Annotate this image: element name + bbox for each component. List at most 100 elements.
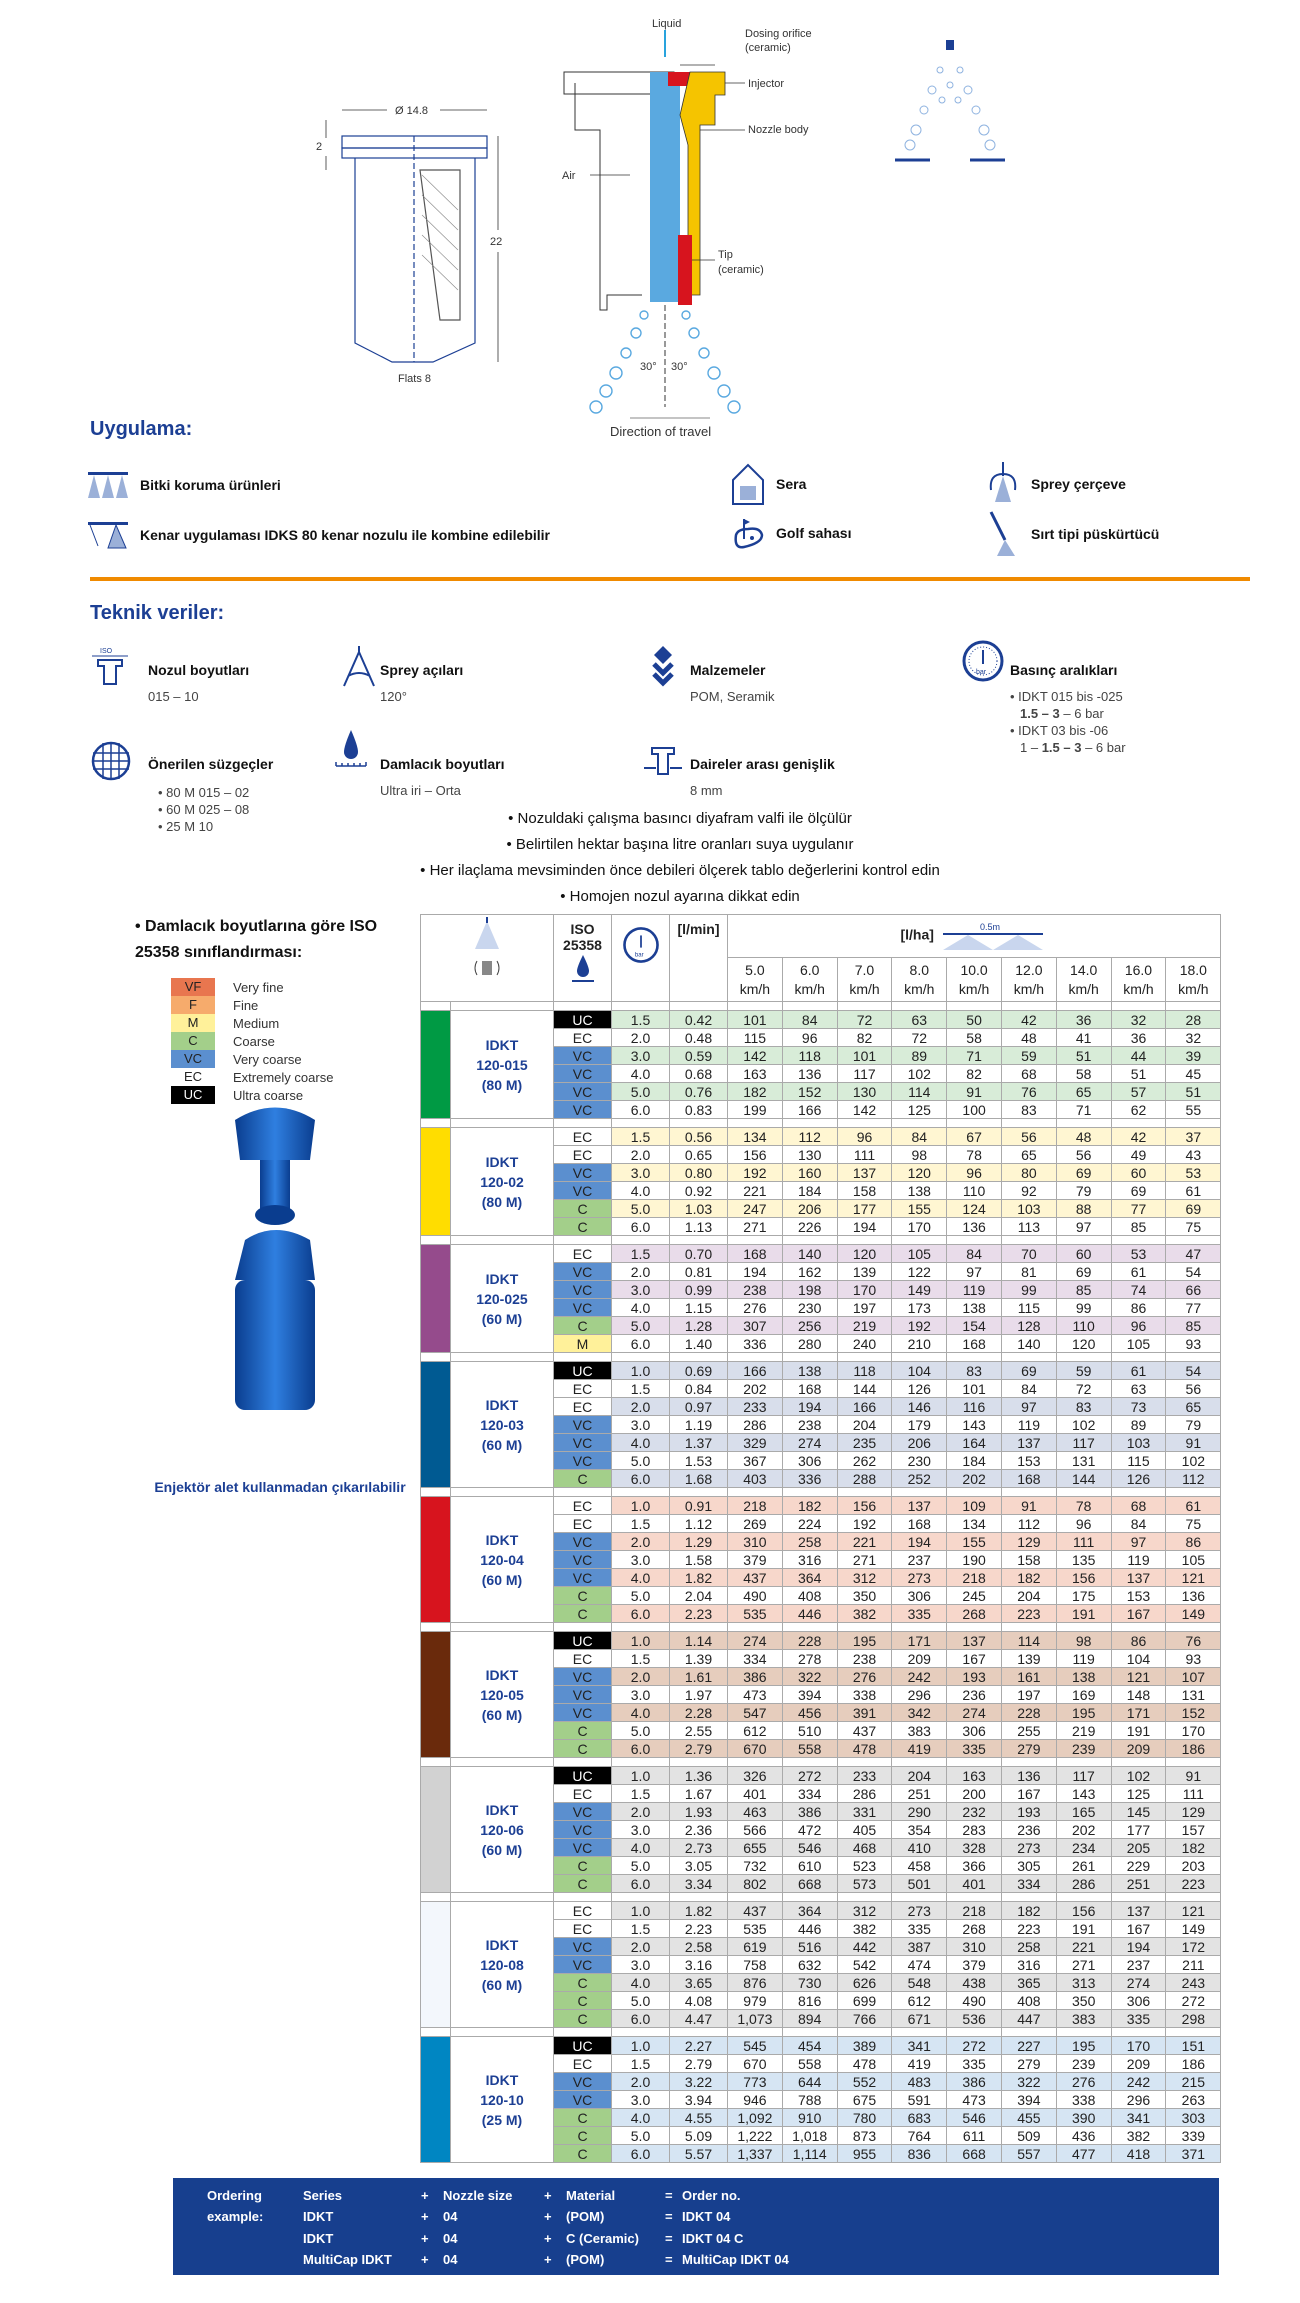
iso-class-cell: C: [553, 1721, 612, 1740]
speed-unit: km/h: [1013, 980, 1045, 997]
spec-value: Ultra iri – Orta: [380, 783, 461, 798]
spacer-cell: [946, 2027, 1002, 2037]
rate-lha-cell: 668: [946, 2144, 1002, 2163]
table-row: VC 4.0 1.82 437 364 312 273 218 182 156 137 121: [421, 1568, 1222, 1587]
legend-item: UC Ultra coarse: [171, 1086, 415, 1104]
rate-lha-cell: 192: [727, 1163, 783, 1182]
ordering-cell: (POM): [566, 2252, 605, 2267]
rate-lha-cell: 350: [836, 1586, 893, 1605]
spacer-cell: [420, 1892, 451, 1902]
rate-lha-cell: 134: [946, 1514, 1002, 1533]
flow-lmin-cell: 1.03: [669, 1199, 728, 1218]
table-row: VC 2.0 1.61 386 322 276 242 193 161 138 121 107: [421, 1667, 1222, 1686]
flow-lmin-cell: 4.55: [669, 2108, 728, 2127]
rate-lha-cell: 74: [1110, 1280, 1167, 1299]
pressure-cell: 1.0: [611, 2036, 670, 2055]
rate-lha-cell: 238: [781, 1415, 838, 1434]
rate-lha-cell: 228: [1000, 1703, 1057, 1722]
pressure-cell: 2.0: [611, 1262, 670, 1281]
spacer-cell: [420, 1118, 451, 1128]
rate-lha-cell: 82: [836, 1028, 893, 1047]
series-color-bar: [420, 1361, 451, 1488]
rate-lha-cell: 478: [836, 1739, 893, 1758]
legend-label: Ultra coarse: [233, 1087, 304, 1103]
nozzle-name-line: (80 M): [481, 1193, 523, 1210]
table-row: C 6.0 2.79 670 558 478 419 335 279 239 209 186: [421, 1739, 1222, 1758]
rate-lha-cell: 168: [946, 1334, 1002, 1353]
rate-lha-cell: 816: [781, 1991, 838, 2010]
pressure-bold: 1.5 – 3: [1020, 706, 1060, 721]
rate-lha-cell: 179: [891, 1415, 948, 1434]
rate-lha-cell: 99: [1055, 1298, 1112, 1317]
rate-lha-cell: 149: [891, 1280, 948, 1299]
rate-lha-cell: 447: [1000, 2009, 1057, 2028]
spacer-cell: [669, 1622, 728, 1632]
rate-lha-cell: 56: [1055, 1145, 1112, 1164]
iso-header: ISO 25358: [553, 914, 612, 1002]
ordering-cell: +: [544, 2231, 552, 2246]
rate-lha-cell: 233: [727, 1397, 783, 1416]
rate-lha-cell: 382: [1110, 2126, 1167, 2145]
nozzle-name-line: IDKT: [485, 1531, 519, 1548]
flow-lmin-cell: 0.91: [669, 1496, 728, 1515]
rate-lha-cell: 670: [727, 1739, 783, 1758]
angle-left-label: 30°: [640, 361, 657, 373]
spacer-cell: [727, 1892, 783, 1902]
table-row: M 6.0 1.40 336 280 240 210 168 140 120 105 93: [421, 1334, 1222, 1353]
table-row: VC 2.0 1.93 463 386 331 290 232 193 165 145 129: [421, 1802, 1222, 1821]
rate-lha-cell: 298: [1165, 2009, 1222, 2028]
flow-lmin-cell: 2.58: [669, 1937, 728, 1956]
rate-lha-cell: 42: [1000, 1010, 1057, 1029]
rate-lha-cell: 671: [891, 2009, 948, 2028]
dim-flange: 2: [316, 141, 322, 153]
rate-lha-cell: 403: [727, 1469, 783, 1488]
rate-lha-cell: 63: [1110, 1379, 1167, 1398]
pressure-cell: 3.0: [611, 2090, 670, 2109]
spec-label: Malzemeler: [690, 662, 766, 678]
nozzle-name-line: 120-05: [480, 1686, 524, 1703]
rate-lha-cell: 161: [1000, 1667, 1057, 1686]
rate-lha-cell: 523: [836, 1856, 893, 1875]
rate-lha-cell: 535: [727, 1919, 783, 1938]
rate-lha-cell: 335: [891, 1919, 948, 1938]
flow-lmin-cell: 1.58: [669, 1550, 728, 1569]
rate-lha-cell: 490: [946, 1991, 1002, 2010]
table-row: EC 2.0 0.48 115 96 82 72 58 48 41 36 32: [421, 1028, 1222, 1047]
iso-class-cell: C: [553, 1991, 612, 2010]
spacer-cell: [420, 1001, 451, 1011]
pressure-cell: 4.0: [611, 1181, 670, 1200]
rate-lha-cell: 166: [836, 1397, 893, 1416]
speed-header: 7.0 km/h: [836, 957, 893, 1002]
lmin-header: [l/min]: [669, 914, 728, 1002]
rate-lha-cell: 156: [836, 1496, 893, 1515]
rate-lha-cell: 612: [727, 1721, 783, 1740]
spacer-cell: [1055, 1118, 1112, 1128]
table-row: VC 3.0 2.36 566 472 405 354 283 236 202 177 157: [421, 1820, 1222, 1839]
ordering-label: Ordering: [207, 2188, 262, 2203]
ordering-example: Ordering example: Series + Nozzle size + Mater…: [173, 2178, 1219, 2275]
rate-lha-cell: 171: [1110, 1703, 1167, 1722]
spacer-cell: [611, 1352, 670, 1362]
rate-lha-cell: 128: [1000, 1316, 1057, 1335]
spacer-cell: [420, 1622, 451, 1632]
rate-lha-cell: 197: [1000, 1685, 1057, 1704]
iso-class-cell: EC: [553, 1379, 612, 1398]
spacer-cell: [1165, 1001, 1222, 1011]
spacer-cell: [891, 1001, 948, 1011]
pressure-cell: 2.0: [611, 1937, 670, 1956]
rate-lha-cell: 92: [1000, 1181, 1057, 1200]
rate-lha-cell: 55: [1165, 1100, 1222, 1119]
spacer-cell: [1055, 1757, 1112, 1767]
rate-lha-cell: 101: [727, 1010, 783, 1029]
table-row: VC 3.0 0.59 142 118 101 89 71 59 51 44 39: [421, 1046, 1222, 1065]
flow-lmin-cell: 1.13: [669, 1217, 728, 1236]
rate-lha-cell: 483: [891, 2072, 948, 2091]
rate-lha-cell: 474: [891, 1955, 948, 1974]
spacer-cell: [891, 1622, 948, 1632]
table-row: VC 2.0 1.29 310 258 221 194 155 129 111 97 86: [421, 1532, 1222, 1551]
flow-lmin-cell: 1.14: [669, 1631, 728, 1650]
ordering-cell: =: [665, 2209, 673, 2224]
ordering-header-cell: +: [544, 2188, 552, 2203]
spacer-cell: [553, 1235, 612, 1245]
flow-lmin-cell: 1.68: [669, 1469, 728, 1488]
